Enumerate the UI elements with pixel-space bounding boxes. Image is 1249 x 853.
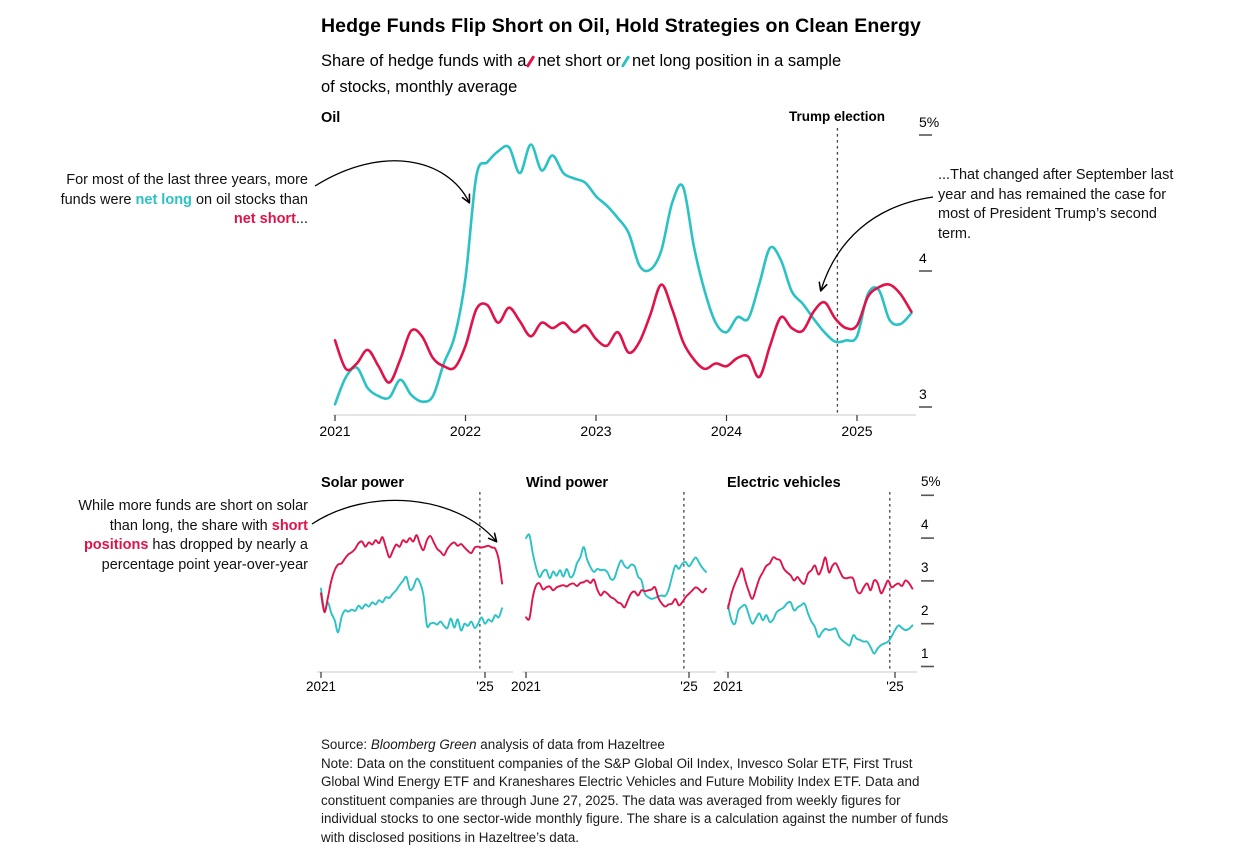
annotation-oil-right: ...That changed after September last yea…	[938, 167, 1174, 242]
ev-y-tick-label: 1	[921, 645, 929, 661]
ev-x-tick-label: '25	[886, 679, 904, 694]
oil-y-tick-label: 3	[919, 386, 927, 402]
wind-x-tick-label: 2021	[510, 679, 542, 694]
subtitle-net-long-label: net long	[631, 52, 691, 70]
annotation-solar-text-2: has dropped by nearly a percentage point…	[101, 537, 308, 573]
oil-y-tick-label: 4	[919, 250, 927, 266]
oil-net_long-line	[333, 143, 913, 406]
subtitle-net-short-label: net short	[537, 52, 602, 70]
oil-x-tick-label: 2021	[319, 423, 351, 439]
solar-net_long-line	[320, 575, 504, 634]
oil-net_short-line	[333, 282, 913, 384]
annotation-oil-left-text-2: on oil stocks than	[191, 191, 308, 208]
annotation-oil-left: For most of the last three years, more f…	[58, 171, 308, 230]
wind-net_long-line	[525, 533, 707, 600]
ev-x-tick-label: 2021	[712, 679, 744, 694]
oil-x-tick-label: 2025	[841, 423, 873, 439]
ev-y-tick-label: 4	[921, 517, 929, 533]
ev-y-tick-label: 3	[921, 559, 929, 575]
source-publication: Bloomberg Green	[370, 737, 477, 752]
annotation-net-long-highlight: net long	[135, 191, 192, 208]
source-prefix: Source:	[321, 737, 371, 752]
source-suffix: analysis of data from Hazeltree	[476, 737, 665, 752]
net-long-legend-slash-icon	[620, 55, 631, 68]
arrow-oil-left	[314, 160, 471, 204]
subtitle-text-1: Share of hedge funds with a	[321, 52, 527, 70]
wind-net_short-line	[525, 578, 707, 621]
annotation-short-positions-highlight: short positions	[83, 517, 308, 554]
panel-title-wind: Wind power	[526, 475, 609, 491]
axes-layer	[317, 134, 934, 678]
panel-title-ev: Electric vehicles	[727, 475, 841, 491]
ev-net_short-line	[727, 556, 914, 610]
annotation-oil-left-text-3: ...	[295, 211, 308, 227]
annotation-arrows-layer	[311, 160, 934, 543]
solar-net_short-line	[320, 534, 504, 614]
panel-title-oil: Oil	[321, 110, 341, 126]
annotation-solar-left: While more funds are short on solar than…	[48, 497, 308, 575]
panel-title-solar: Solar power	[321, 475, 404, 491]
solar-x-tick-label: '25	[476, 679, 494, 694]
source-note: Source: Bloomberg Green analysis of data…	[321, 736, 949, 848]
subtitle-text-3: position in a sample	[695, 52, 842, 70]
subtitle-text-2: or	[606, 52, 621, 70]
oil-x-tick-label: 2022	[449, 423, 482, 439]
series-layer	[320, 143, 914, 655]
arrow-oil-right	[818, 196, 934, 292]
annotation-solar-text-1: While more funds are short on solar than…	[78, 498, 308, 534]
solar-x-tick-label: 2021	[305, 679, 337, 694]
footnote: Note: Data on the constituent companies …	[321, 755, 949, 845]
page-title: Hedge Funds Flip Short on Oil, Hold Stra…	[321, 15, 921, 37]
ev-net_long-line	[727, 600, 914, 655]
annotation-net-short-highlight: net short	[233, 211, 296, 227]
wind-x-tick-label: '25	[680, 679, 698, 694]
oil-x-tick-label: 2023	[580, 423, 612, 439]
oil-x-tick-label: 2024	[710, 423, 743, 439]
arrow-solar-left	[311, 499, 498, 543]
subtitle-text-4: of stocks, monthly average	[321, 78, 518, 96]
ev-y-tick-label: 2	[921, 602, 929, 618]
annotation-oil-left-text-1: For most of the last three years, more f…	[60, 172, 308, 208]
net-short-legend-slash-icon	[526, 55, 536, 68]
chart-subtitle: Share of hedge funds with a net short or n…	[321, 48, 961, 100]
ev-y-tick-label: 5%	[921, 474, 941, 490]
trump-election-label: Trump election	[788, 109, 886, 124]
oil-y-tick-label: 5%	[919, 114, 940, 130]
